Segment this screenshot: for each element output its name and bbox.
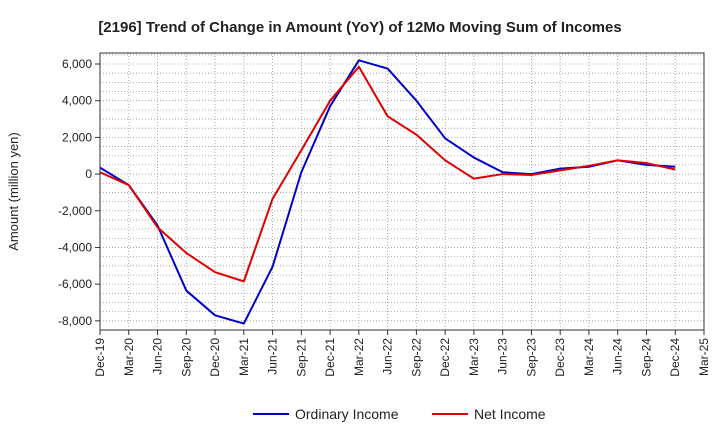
x-tick-label: Mar-24 xyxy=(582,338,596,376)
x-tick-label: Sep-21 xyxy=(294,338,308,377)
x-tick-label: Jun-21 xyxy=(266,338,280,375)
x-tick-label: Mar-23 xyxy=(467,338,481,376)
y-axis-ticks: 6,000 4,000 2,000 0 -2,000 -4,000 -6,000 -8,000 xyxy=(58,57,100,328)
y-tick-label: -2,000 xyxy=(58,204,92,218)
x-tick-label: Mar-25 xyxy=(697,338,711,376)
x-tick-label: Dec-24 xyxy=(668,338,682,377)
x-tick-label: Dec-23 xyxy=(553,338,567,377)
series-lines xyxy=(99,59,676,325)
y-axis-label: Amount (million yen) xyxy=(6,132,21,251)
x-tick-label: Dec-22 xyxy=(438,338,452,377)
y-tick-label: 2,000 xyxy=(62,130,92,144)
x-tick-label: Dec-20 xyxy=(208,338,222,377)
y-tick-label: 6,000 xyxy=(62,57,92,71)
x-tick-label: Dec-19 xyxy=(93,338,107,377)
x-tick-label: Jun-20 xyxy=(151,338,165,375)
y-tick-label: 4,000 xyxy=(62,94,92,108)
series-line-net-income xyxy=(99,65,676,283)
x-tick-label: Mar-20 xyxy=(122,338,136,376)
x-tick-label: Mar-21 xyxy=(237,338,251,376)
x-tick-label: Sep-24 xyxy=(639,338,653,377)
grid-lines xyxy=(99,53,705,331)
legend-label: Net Income xyxy=(474,406,546,422)
x-tick-label: Jun-24 xyxy=(611,338,625,375)
y-tick-label: 0 xyxy=(85,167,92,181)
x-tick-label: Sep-22 xyxy=(409,338,423,377)
y-tick-label: -6,000 xyxy=(58,277,92,291)
legend-label: Ordinary Income xyxy=(295,406,399,422)
chart-title: [2196] Trend of Change in Amount (YoY) o… xyxy=(98,19,621,36)
x-tick-label: Sep-20 xyxy=(179,338,193,377)
y-tick-label: -8,000 xyxy=(58,314,92,328)
legend: Ordinary Income Net Income xyxy=(253,406,546,422)
y-tick-label: -4,000 xyxy=(58,240,92,254)
x-tick-label: Dec-21 xyxy=(323,338,337,377)
x-tick-label: Sep-23 xyxy=(524,338,538,377)
x-tick-label: Mar-22 xyxy=(352,338,366,376)
x-axis-ticks: Dec-19 Mar-20 Jun-20 Sep-20 Dec-20 Mar-21 Jun-… xyxy=(93,330,711,377)
plot-frame xyxy=(99,52,705,331)
x-tick-label: Jun-23 xyxy=(496,338,510,375)
x-tick-label: Jun-22 xyxy=(381,338,395,375)
